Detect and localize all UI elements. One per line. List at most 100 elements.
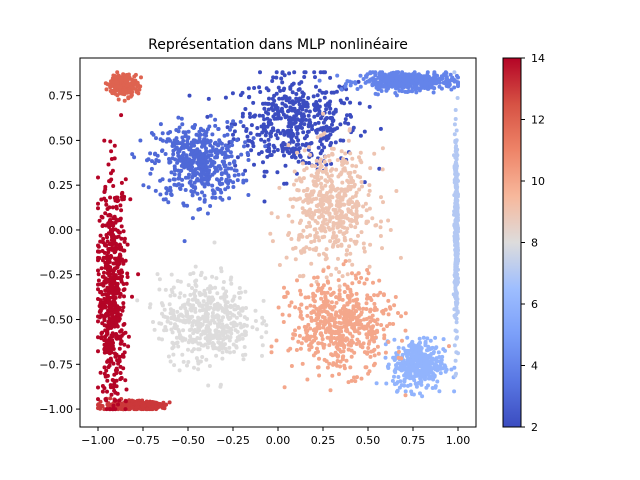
data-point [262, 106, 267, 111]
data-point [442, 72, 447, 77]
data-point [319, 175, 324, 180]
data-point [393, 370, 398, 375]
data-point [444, 84, 449, 88]
data-point [185, 300, 190, 305]
data-point [325, 279, 330, 284]
data-point [178, 158, 183, 163]
data-point [327, 361, 332, 366]
data-point [156, 159, 161, 164]
data-point [415, 367, 420, 372]
data-point [132, 155, 137, 160]
data-point [123, 378, 128, 383]
data-point [429, 346, 434, 351]
data-point [172, 177, 177, 182]
data-point [428, 338, 433, 343]
data-point [305, 211, 310, 216]
data-point [329, 293, 333, 297]
data-point [316, 326, 321, 331]
data-point [364, 208, 369, 213]
data-point [249, 148, 254, 153]
data-point [266, 107, 271, 112]
data-point [216, 340, 221, 345]
cluster-12 [103, 70, 143, 103]
data-point [232, 160, 237, 165]
data-point [180, 135, 185, 140]
data-point [112, 196, 117, 200]
data-point [121, 301, 126, 306]
data-point [315, 168, 320, 173]
data-point [455, 96, 460, 100]
data-point [199, 292, 204, 297]
data-point [370, 83, 375, 88]
data-point [381, 292, 386, 297]
data-point [344, 328, 348, 333]
data-point [410, 86, 415, 91]
data-point [223, 187, 228, 192]
data-point [176, 129, 181, 134]
data-point [96, 206, 100, 211]
data-point [215, 291, 220, 296]
data-point [310, 192, 315, 197]
data-point [311, 94, 316, 99]
data-point [295, 125, 300, 130]
data-point [454, 336, 459, 341]
data-point [124, 281, 129, 286]
data-point [238, 119, 243, 124]
data-point [286, 108, 291, 113]
data-point [364, 74, 368, 78]
data-point [102, 371, 107, 376]
data-point [308, 224, 313, 229]
data-point [343, 151, 348, 156]
data-point [440, 354, 445, 359]
data-point [313, 318, 318, 323]
data-point [268, 231, 273, 236]
data-point [311, 179, 316, 184]
data-point [181, 201, 186, 206]
data-point [405, 349, 410, 353]
data-point [341, 337, 346, 342]
data-point [145, 407, 150, 412]
data-point [452, 164, 457, 169]
data-point [149, 131, 154, 135]
data-point [454, 128, 459, 133]
x-tick-label: −0.50 [171, 434, 205, 447]
data-point [454, 207, 459, 212]
data-point [229, 154, 234, 159]
data-point [186, 129, 191, 134]
data-point [431, 377, 436, 382]
data-point [197, 336, 202, 341]
data-point [288, 86, 293, 91]
data-point [235, 178, 240, 183]
data-point [411, 375, 416, 380]
data-point [224, 349, 229, 354]
data-point [449, 77, 454, 82]
data-point [98, 314, 103, 319]
data-point [300, 161, 305, 166]
data-point [405, 76, 410, 80]
data-point [282, 153, 286, 158]
data-point [106, 319, 111, 324]
data-point [335, 202, 340, 207]
data-point [287, 313, 292, 318]
data-point [204, 149, 209, 154]
data-point [174, 341, 179, 346]
data-point [289, 149, 294, 154]
data-point [206, 96, 211, 101]
data-point [379, 195, 383, 200]
data-point [350, 200, 355, 205]
data-point [366, 346, 371, 350]
data-point [297, 87, 302, 92]
data-point [207, 364, 212, 368]
data-point [324, 275, 329, 280]
data-point [379, 219, 383, 224]
data-point [319, 296, 324, 301]
data-point [111, 403, 116, 408]
data-point [337, 208, 342, 213]
data-point [193, 309, 198, 314]
data-point [301, 130, 306, 135]
data-point [231, 119, 236, 124]
data-point [342, 282, 347, 287]
data-point [403, 393, 408, 398]
data-point [186, 283, 191, 288]
